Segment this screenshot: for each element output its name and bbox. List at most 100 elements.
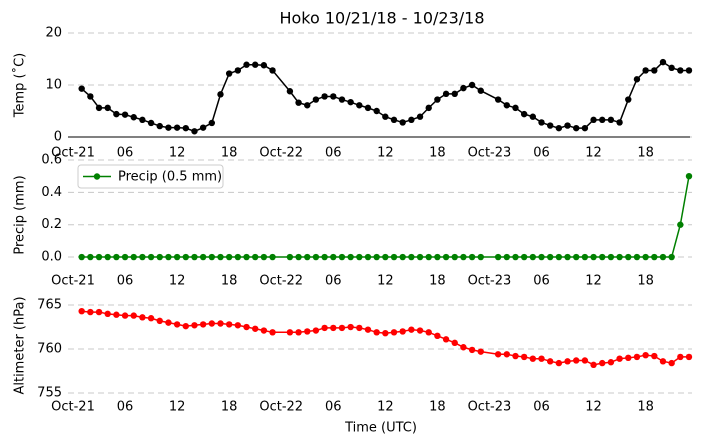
data-point xyxy=(538,253,545,261)
data-point xyxy=(364,253,372,261)
x-tick-label: 18 xyxy=(637,400,654,415)
data-point xyxy=(477,253,484,261)
x-tick-label: Oct-22 xyxy=(259,146,303,161)
data-point xyxy=(520,353,528,361)
data-point xyxy=(538,119,545,126)
y-tick-label: 0 xyxy=(54,130,62,145)
data-point xyxy=(191,322,198,329)
data-point xyxy=(512,352,519,360)
data-point xyxy=(408,326,415,333)
data-point xyxy=(121,312,129,319)
data-point xyxy=(78,85,85,92)
data-point xyxy=(156,253,163,261)
x-tick-label: 12 xyxy=(377,400,394,415)
data-point xyxy=(225,321,233,328)
x-tick-label: Oct-21 xyxy=(51,400,95,415)
data-point xyxy=(338,96,346,103)
data-point xyxy=(208,320,216,327)
data-point xyxy=(546,253,554,261)
data-point xyxy=(113,253,120,261)
x-tick-label: Oct-23 xyxy=(468,146,512,161)
data-point xyxy=(633,76,641,83)
x-tick-label: Oct-22 xyxy=(259,274,303,289)
data-point xyxy=(668,253,675,261)
data-point xyxy=(321,324,328,332)
data-point xyxy=(512,104,519,112)
data-point xyxy=(330,324,337,332)
x-tick-label: 06 xyxy=(533,400,550,415)
data-point xyxy=(321,93,328,100)
x-tick-label: 18 xyxy=(429,146,446,161)
data-point xyxy=(581,253,589,261)
data-point xyxy=(434,332,441,340)
y-tick-label: 0.0 xyxy=(41,250,62,265)
data-point xyxy=(356,102,363,109)
data-point xyxy=(434,96,441,103)
data-point xyxy=(225,253,233,261)
x-tick-label: 18 xyxy=(429,400,446,415)
data-point xyxy=(95,253,103,261)
data-point xyxy=(451,253,458,261)
data-point xyxy=(408,116,415,124)
data-point xyxy=(295,329,302,336)
data-point xyxy=(451,339,458,347)
data-point xyxy=(104,310,111,318)
data-point xyxy=(573,357,580,364)
data-point xyxy=(165,319,172,326)
data-point xyxy=(87,308,94,316)
data-point xyxy=(260,327,268,334)
data-point xyxy=(208,253,216,261)
x-tick-label: 06 xyxy=(325,146,342,161)
data-point xyxy=(651,352,658,360)
data-point xyxy=(199,321,207,328)
data-point xyxy=(529,113,537,120)
data-point xyxy=(633,253,641,261)
data-point xyxy=(416,113,424,120)
data-point xyxy=(442,253,450,261)
data-point xyxy=(312,253,320,261)
y-axis-label: Temp (˚C) xyxy=(12,53,28,119)
x-tick-label: 06 xyxy=(533,146,550,161)
data-point xyxy=(330,253,337,261)
x-tick-label: 18 xyxy=(429,274,446,289)
x-tick-label: 12 xyxy=(377,274,394,289)
x-tick-label: 12 xyxy=(585,146,602,161)
data-point xyxy=(685,353,693,361)
chart-title: Hoko 10/21/18 - 10/23/18 xyxy=(279,9,484,28)
data-point xyxy=(130,312,137,319)
data-point xyxy=(607,359,615,366)
data-point xyxy=(382,253,389,261)
data-point xyxy=(199,124,207,131)
data-point xyxy=(295,253,302,261)
data-point xyxy=(225,70,233,77)
data-point xyxy=(529,355,537,362)
data-point xyxy=(104,104,111,112)
data-point xyxy=(347,323,354,331)
data-point xyxy=(607,253,615,261)
data-point xyxy=(260,253,268,261)
x-tick-label: 12 xyxy=(169,146,186,161)
series-line xyxy=(81,61,689,133)
data-point xyxy=(555,253,563,261)
data-point xyxy=(104,253,111,261)
data-point xyxy=(356,324,363,332)
data-point xyxy=(581,124,589,132)
data-point xyxy=(312,96,320,103)
data-point xyxy=(616,355,623,362)
x-tick-label: 12 xyxy=(169,400,186,415)
data-point xyxy=(304,253,311,261)
x-tick-label: 06 xyxy=(533,274,550,289)
data-point xyxy=(477,87,484,94)
data-point xyxy=(616,119,623,126)
data-point xyxy=(494,253,502,261)
data-point xyxy=(113,110,120,118)
data-point xyxy=(147,253,155,261)
x-tick-label: 18 xyxy=(221,400,238,415)
data-point xyxy=(321,253,328,261)
y-tick-label: 755 xyxy=(37,386,62,401)
data-point xyxy=(408,253,415,261)
y-tick-label: 765 xyxy=(37,298,62,313)
data-point xyxy=(659,58,667,66)
